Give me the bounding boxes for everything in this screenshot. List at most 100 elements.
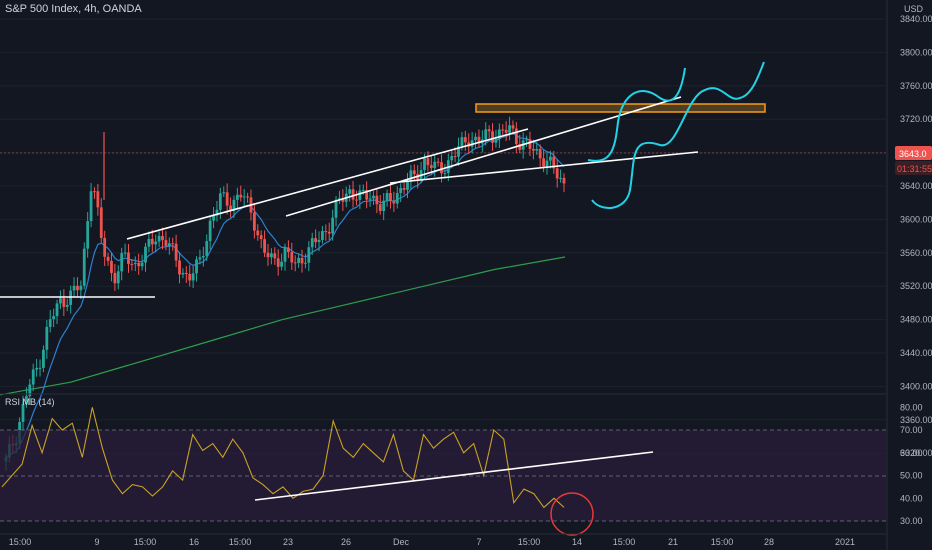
candle-body [218, 193, 222, 210]
candle-body [497, 129, 501, 139]
candle-body [174, 243, 178, 261]
candle-body [188, 273, 192, 281]
rsi-trendline[interactable] [254, 451, 654, 501]
candle-body [382, 200, 386, 212]
price-tick-label: 3640.00 [900, 181, 932, 191]
candle-body [477, 136, 481, 144]
candle-body [501, 129, 505, 131]
candle-body [436, 161, 440, 163]
candle-body [290, 252, 294, 263]
chart-title: S&P 500 Index, 4h, OANDA [5, 3, 142, 15]
candle-body [120, 253, 124, 272]
candle-body [116, 271, 120, 284]
price-tick-label: 3320.00 [900, 448, 932, 458]
candle-body [93, 191, 96, 193]
candle-body [28, 384, 32, 397]
candle-body [378, 204, 382, 212]
candle-body [358, 190, 362, 200]
time-axis[interactable]: 15:00 9 15:00 16 15:00 23 26 Dec 7 15:00 14 15:00 21… [0, 533, 886, 547]
candle-body [321, 230, 324, 240]
projection-path[interactable] [587, 67, 686, 162]
candle-body [514, 128, 518, 145]
candle-body [470, 140, 474, 147]
candle-body [55, 303, 59, 317]
price-tick-label: 3800.00 [900, 47, 932, 57]
time-tick-label: 26 [341, 537, 351, 547]
candle-body [348, 189, 352, 194]
price-tick-label: 3440.00 [900, 348, 932, 358]
candle-body [327, 231, 331, 234]
rsi-pane[interactable]: RSI MB (14) 80.00 70.00 60.00 50.00 40.00 30.… [0, 397, 923, 536]
last-price-badge [895, 146, 932, 160]
price-tick-label: 3720.00 [900, 114, 932, 124]
currency-label: USD [904, 4, 924, 14]
rsi-tick-label: 60.00 [900, 448, 923, 458]
candle-body [535, 149, 539, 151]
candle-body [96, 191, 100, 208]
price-pane[interactable]: S&P 500 Index, 4h, OANDA [0, 3, 886, 471]
candle-body [235, 194, 239, 200]
candle-body [440, 162, 443, 174]
projection-path[interactable] [591, 61, 765, 209]
candle-body [42, 349, 45, 368]
candle-body [317, 239, 321, 243]
candle-body [198, 257, 202, 260]
candle-body [463, 137, 467, 143]
candle-body [76, 285, 79, 291]
price-tick-label: 3600.00 [900, 214, 932, 224]
candle-body [35, 367, 39, 370]
candle-body [157, 235, 161, 242]
rsi-tick-label: 50.00 [900, 471, 923, 481]
time-tick-label: 16 [189, 537, 199, 547]
candle-body [562, 177, 566, 184]
candle-body [545, 160, 549, 167]
time-tick-label: 15:00 [613, 537, 636, 547]
candle-body [31, 369, 35, 385]
candle-body [52, 316, 56, 320]
candle-body [552, 156, 556, 169]
candle-body [86, 221, 90, 249]
trendline[interactable] [126, 128, 529, 240]
countdown-badge [895, 161, 932, 175]
candle-body [232, 199, 236, 211]
trendline[interactable] [389, 151, 699, 184]
candle-body [21, 404, 25, 422]
time-tick-label: 14 [572, 537, 582, 547]
price-tick-label: 3760.00 [900, 81, 932, 91]
candle-body [178, 260, 181, 275]
candle-body [239, 194, 243, 198]
candle-body [140, 262, 144, 267]
candle-body [372, 195, 375, 199]
time-tick-label: 9 [94, 537, 99, 547]
candle-body [195, 259, 198, 274]
candle-body [269, 253, 273, 258]
candle-body [406, 181, 409, 190]
candle-body [144, 246, 147, 263]
time-tick-label: Dec [393, 537, 410, 547]
candle-body [229, 205, 232, 211]
candle-body [113, 272, 117, 284]
candle-body [338, 198, 341, 200]
candle-body [246, 196, 249, 198]
time-tick-label: 15:00 [229, 537, 252, 547]
candle-body [297, 257, 301, 263]
time-tick-label: 15:00 [711, 537, 734, 547]
highlight-circle[interactable] [550, 492, 594, 536]
candle-body [181, 272, 185, 275]
candle-body [25, 396, 28, 405]
candle-body [79, 285, 83, 291]
candle-body [351, 189, 355, 200]
candle-body [508, 125, 511, 133]
time-tick-label: 2021 [835, 537, 855, 547]
candle-body [293, 262, 297, 264]
candle-body [59, 298, 62, 304]
candle-body [307, 247, 311, 263]
moving-average-line [0, 256, 566, 396]
trendline[interactable] [285, 96, 682, 217]
candle-body [528, 139, 532, 149]
candle-body [201, 255, 205, 258]
candle-body [147, 238, 151, 247]
candle-body [443, 173, 447, 175]
price-axis[interactable]: USD 3840.003800.003760.003720.003680.003… [886, 0, 932, 550]
